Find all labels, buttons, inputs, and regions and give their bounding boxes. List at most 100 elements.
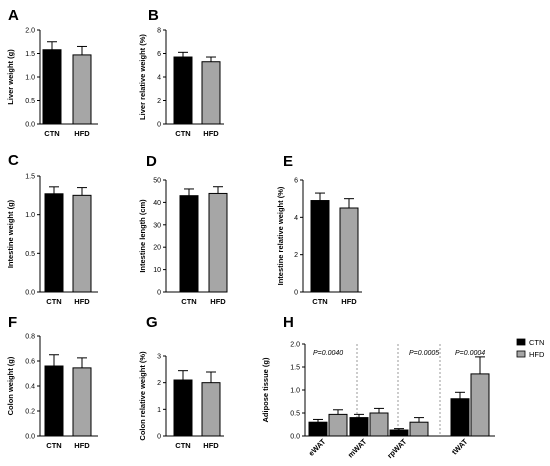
panel-b-category-label: CTN: [175, 129, 190, 138]
panel-e-bar-ctn: [310, 200, 330, 293]
panel-d-y-tick-label: 30: [153, 222, 161, 229]
panel-g-y-tick-label: 1: [157, 407, 161, 414]
panel-d-y-tick-label: 0: [157, 290, 161, 297]
legend-label-ctn: CTN: [529, 338, 544, 347]
panel-h-bar-twat-hfd: [470, 373, 490, 437]
panel-f-y-tick-label: 0.6: [25, 359, 35, 366]
panel-h-letter: H: [283, 314, 294, 331]
panel-d-y-tick-label: 20: [153, 245, 161, 252]
panel-d-y-tick-label: 50: [153, 178, 161, 185]
panel-h-bar-mwat-hfd: [369, 412, 389, 437]
panel-g-y-axis-label: Colon relative weight (%): [138, 351, 147, 441]
panel-h-y-tick-label: 1.0: [290, 388, 300, 395]
panel-b-category-label: HFD: [203, 129, 219, 138]
panel-g-letter: G: [146, 314, 158, 331]
panel-b-y-tick-label: 6: [157, 51, 161, 58]
panel-g-category-label: HFD: [203, 441, 219, 450]
panel-h-category-label: eWAT: [307, 437, 328, 458]
panel-d-category-label: CTN: [181, 297, 196, 306]
panel-a-bar-ctn: [42, 49, 62, 125]
panel-c-letter: C: [8, 152, 19, 169]
panel-f-letter: F: [8, 314, 17, 331]
panel-a-category-label: CTN: [44, 129, 59, 138]
panel-b-y-tick-label: 4: [157, 75, 161, 82]
panel-e-y-tick-label: 2: [294, 252, 298, 259]
panel-g-y-tick-label: 0: [157, 434, 161, 441]
panel-d-bar-hfd: [208, 192, 228, 293]
panel-h-y-tick-label: 2.0: [290, 342, 300, 349]
legend-swatch-hfd: [516, 350, 526, 358]
panel-a-y-tick-label: 0.0: [25, 122, 35, 129]
panel-a-letter: A: [8, 7, 19, 24]
panel-a-y-tick-label: 2.0: [25, 28, 35, 35]
panel-e-bar-hfd: [339, 207, 359, 293]
panel-c-category-label: CTN: [46, 297, 61, 306]
panel-e-category-label: HFD: [341, 297, 357, 306]
panel-h-bar-mwat-ctn: [349, 417, 369, 437]
panel-h-y-tick-label: 1.5: [290, 365, 300, 372]
panel-h-bar-ewat-hfd: [328, 413, 348, 437]
panel-c-y-tick-label: 1.0: [25, 212, 35, 219]
legend-label-hfd: HFD: [529, 350, 545, 359]
panel-c-y-tick-label: 0.0: [25, 290, 35, 297]
panel-a-bar-hfd: [72, 54, 92, 125]
panel-b-bar-hfd: [201, 61, 221, 125]
panel-c-y-axis-label: Intestine weight (g): [6, 199, 15, 268]
panel-a-y-axis-label: Liver weight (g): [6, 49, 15, 105]
panel-g-category-label: CTN: [175, 441, 190, 450]
panel-d-y-tick-label: 10: [153, 267, 161, 274]
panel-b-y-axis-label: Liver relative weight (%): [138, 34, 147, 120]
panel-b-y-tick-label: 2: [157, 98, 161, 105]
panel-g-bar-ctn: [173, 379, 193, 437]
panel-h-bar-ewat-ctn: [308, 421, 328, 437]
panel-g-bar-hfd: [201, 382, 221, 437]
panel-d-y-tick-label: 40: [153, 200, 161, 207]
panel-g-y-tick-label: 3: [157, 354, 161, 361]
panel-h-p-value: P=0.0040: [313, 350, 343, 357]
panel-b-y-tick-label: 0: [157, 122, 161, 129]
panel-d-y-axis-label: Intestine length (cm): [138, 199, 147, 273]
panel-d-letter: D: [146, 153, 157, 170]
panel-a-y-tick-label: 1.5: [25, 51, 35, 58]
panel-c-bar-hfd: [72, 194, 92, 293]
panel-e-category-label: CTN: [312, 297, 327, 306]
panel-h-y-axis-label: Adipose tissue (g): [261, 357, 270, 423]
panel-e-y-tick-label: 4: [294, 215, 298, 222]
panel-f-y-tick-label: 0.0: [25, 434, 35, 441]
panel-h-bar-twat-ctn: [450, 398, 470, 437]
panel-h-category-label: rpWAT: [385, 437, 408, 460]
panel-h-bar-rpwat-ctn: [389, 429, 409, 437]
panel-h-bar-rpwat-hfd: [409, 421, 429, 437]
panel-e-y-tick-label: 6: [294, 178, 298, 185]
panel-h-p-value: P=0.0005: [409, 350, 439, 357]
panel-h-y-tick-label: 0.0: [290, 434, 300, 441]
legend-swatch-ctn: [516, 338, 526, 346]
panel-e-y-axis-label: Intestine relative weight (%): [276, 186, 285, 285]
panel-f-bar-ctn: [44, 365, 64, 437]
panel-b-letter: B: [148, 7, 159, 24]
panel-c-y-tick-label: 1.5: [25, 174, 35, 181]
panel-e-letter: E: [283, 153, 293, 170]
panel-h-category-label: tWAT: [450, 437, 470, 457]
panel-f-y-tick-label: 0.4: [25, 384, 35, 391]
panel-f-y-axis-label: Colon weight (g): [6, 356, 15, 415]
panel-f-y-tick-label: 0.2: [25, 409, 35, 416]
panel-d-category-label: HFD: [210, 297, 226, 306]
panel-h-category-label: mWAT: [346, 437, 369, 460]
panel-g-y-tick-label: 2: [157, 380, 161, 387]
panel-a-category-label: HFD: [74, 129, 90, 138]
panel-f-category-label: HFD: [74, 441, 90, 450]
panel-c-y-tick-label: 0.5: [25, 251, 35, 258]
panel-d-bar-ctn: [179, 195, 199, 293]
panel-f-category-label: CTN: [46, 441, 61, 450]
panel-f-y-tick-label: 0.8: [25, 334, 35, 341]
panel-f-bar-hfd: [72, 367, 92, 437]
panel-c-bar-ctn: [44, 193, 64, 293]
panel-c-category-label: HFD: [74, 297, 90, 306]
panel-a-y-tick-label: 0.5: [25, 98, 35, 105]
panel-h-y-tick-label: 0.5: [290, 411, 300, 418]
panel-b-y-tick-label: 8: [157, 28, 161, 35]
panel-b-bar-ctn: [173, 56, 193, 125]
panel-e-y-tick-label: 0: [294, 290, 298, 297]
